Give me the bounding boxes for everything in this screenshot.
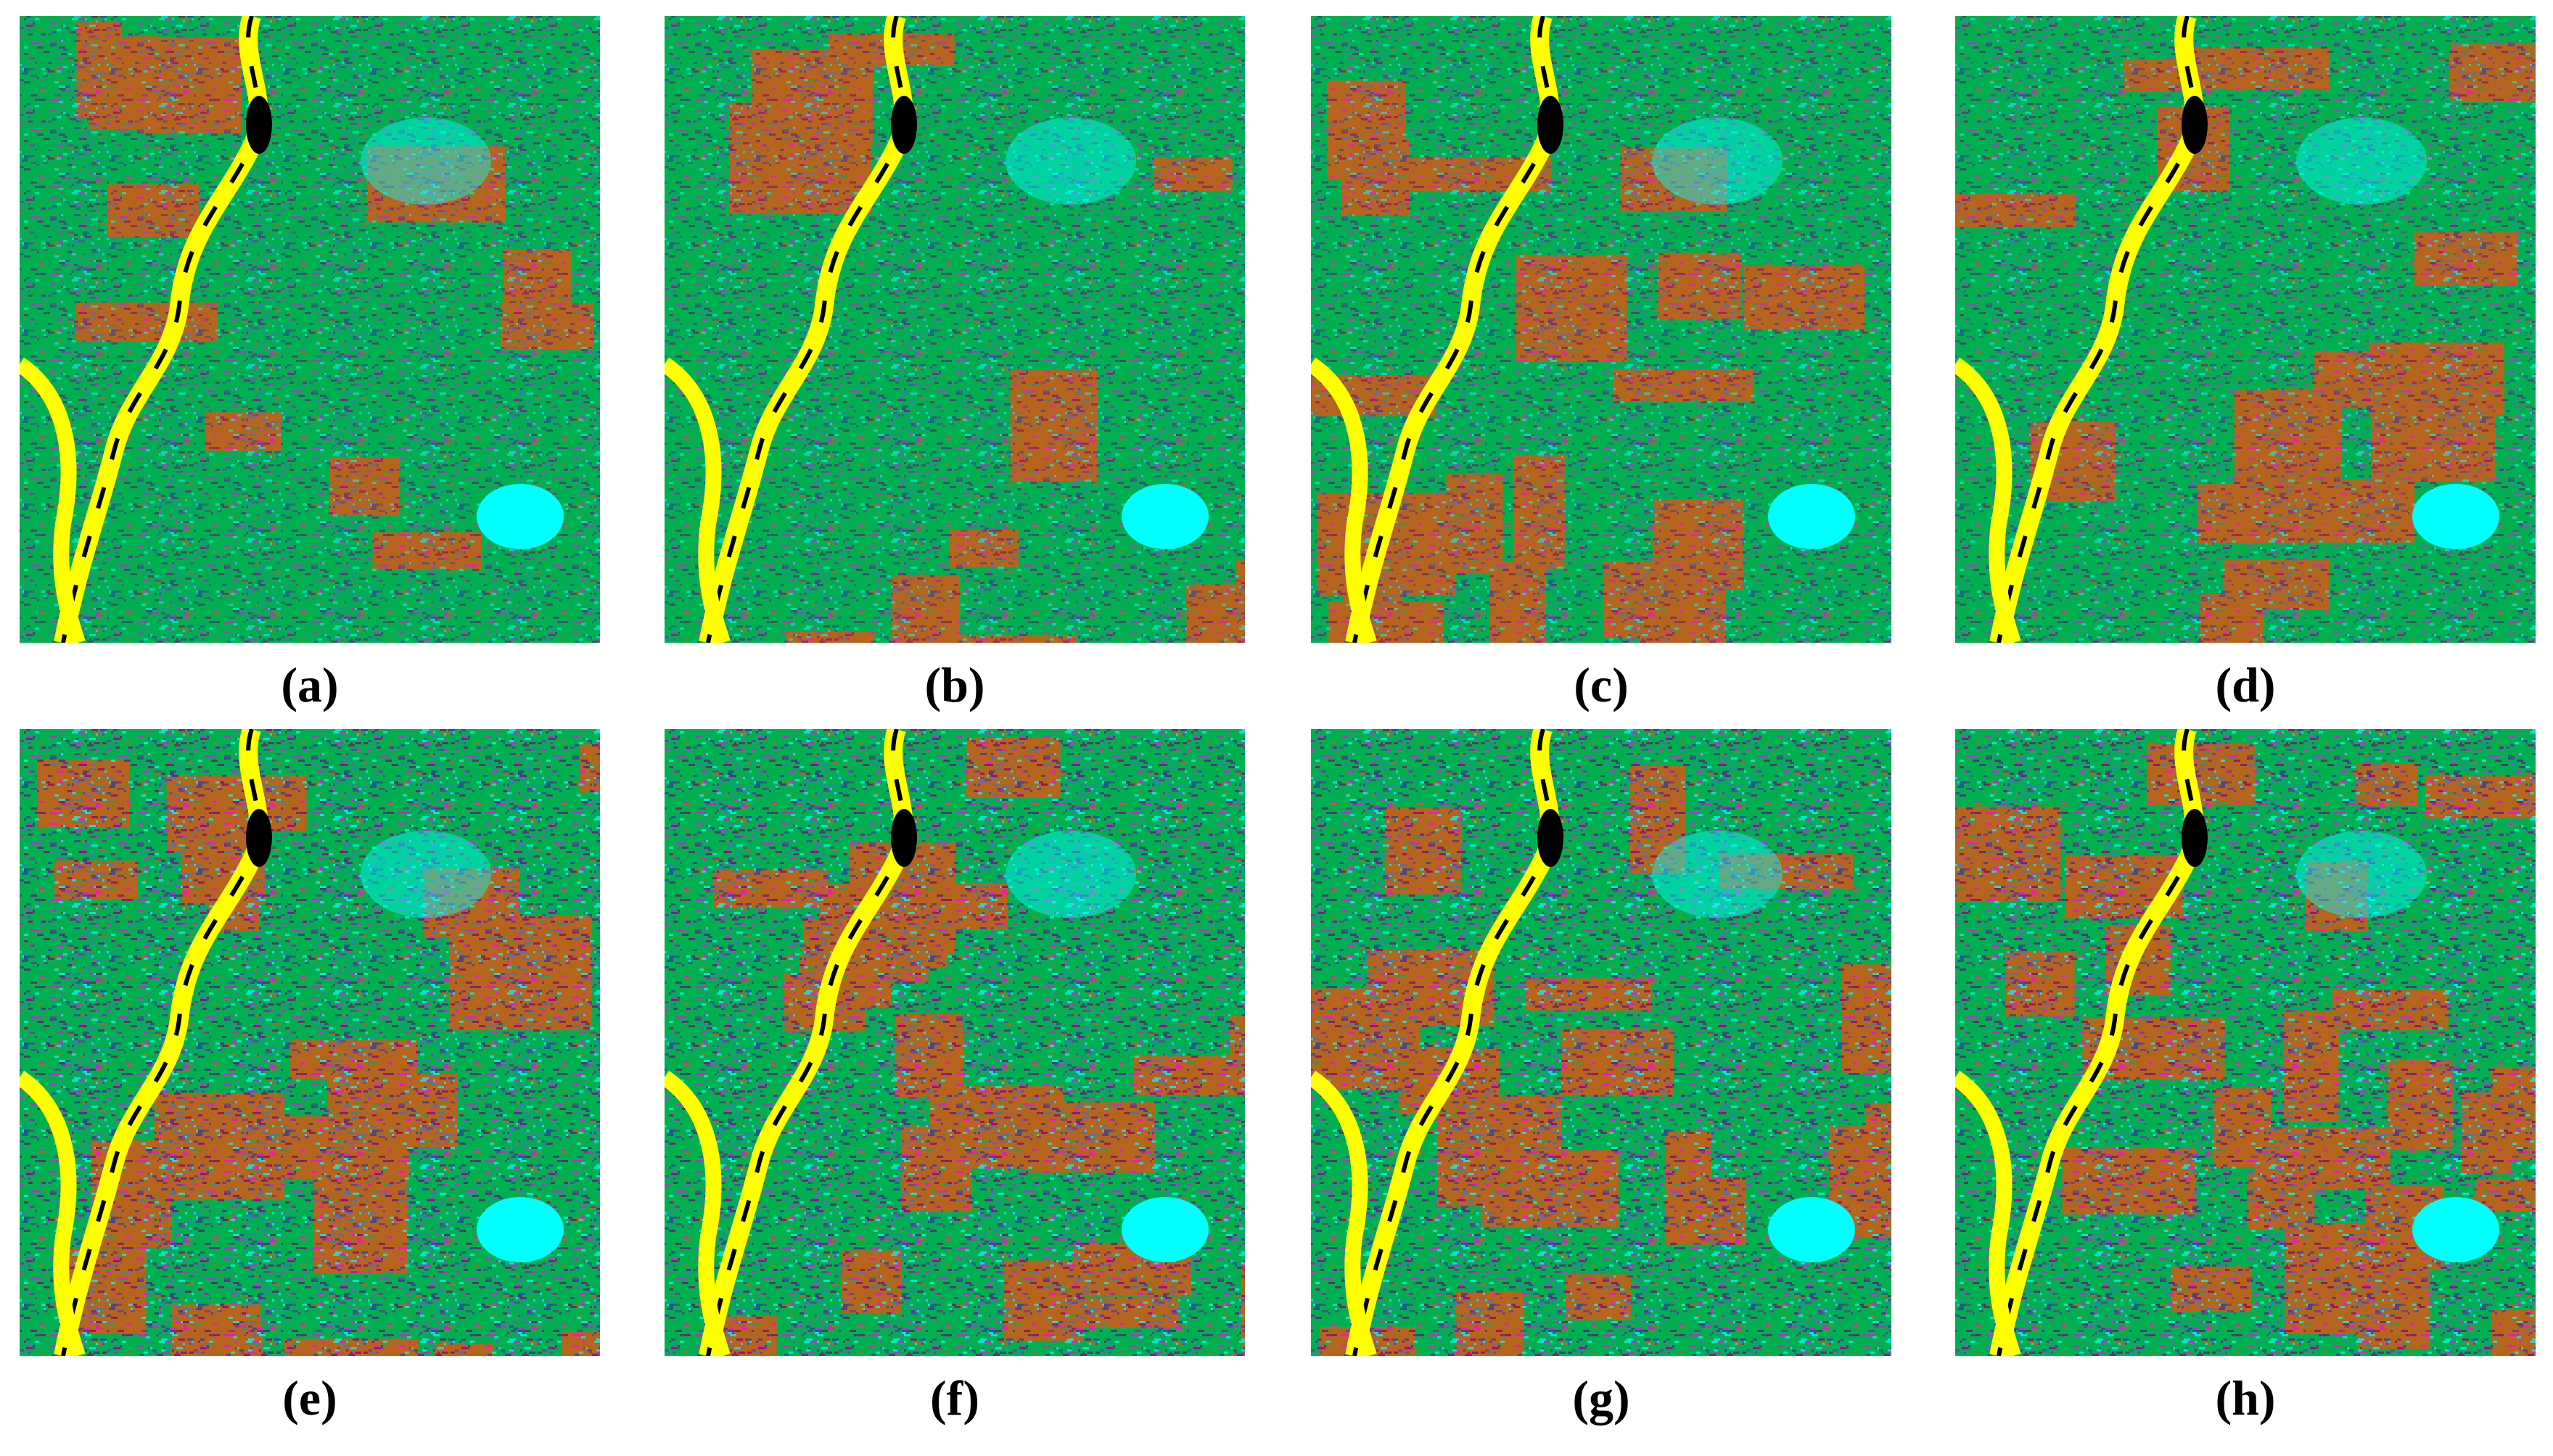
panel: (d) xyxy=(1955,16,2536,714)
panel-label: (f) xyxy=(930,1370,979,1426)
lake xyxy=(2412,1197,2499,1262)
lake xyxy=(2412,484,2499,549)
river-west xyxy=(1955,357,2021,643)
water-body xyxy=(1537,809,1563,867)
river-west xyxy=(665,1070,731,1356)
noise-overlay xyxy=(20,16,600,643)
noise-overlay xyxy=(665,729,1245,1356)
panel-label: (g) xyxy=(1572,1370,1630,1426)
panel-label: (e) xyxy=(282,1370,337,1426)
river-core xyxy=(1997,16,2197,643)
panel-label: (c) xyxy=(1574,657,1629,712)
river-core xyxy=(1997,729,2197,1356)
panel: (f) xyxy=(665,729,1245,1427)
river-core xyxy=(1352,729,1553,1356)
cyan-zone xyxy=(1652,118,1783,205)
panel: (h) xyxy=(1955,729,2536,1427)
panel: (b) xyxy=(665,16,1245,714)
noise-overlay xyxy=(1955,729,2536,1356)
river-core xyxy=(706,16,906,643)
classification-map xyxy=(1955,729,2536,1356)
water-body xyxy=(246,809,272,867)
panel: (a) xyxy=(20,16,600,714)
river-west xyxy=(20,1070,86,1356)
cyan-zone xyxy=(2296,118,2427,205)
lake xyxy=(477,1197,564,1262)
water-body xyxy=(891,809,917,867)
noise-overlay xyxy=(1311,16,1891,643)
classification-map xyxy=(20,729,600,1356)
river-core xyxy=(706,729,906,1356)
noise-overlay xyxy=(665,16,1245,643)
river-west xyxy=(1311,1070,1377,1356)
panel-label: (a) xyxy=(281,657,339,712)
river-core xyxy=(61,16,261,643)
panel-label: (h) xyxy=(2215,1370,2276,1426)
river-west xyxy=(20,357,86,643)
panel-label: (d) xyxy=(2215,657,2276,712)
water-body xyxy=(246,96,272,154)
lake xyxy=(477,484,564,549)
classification-map xyxy=(1311,729,1891,1356)
cyan-zone xyxy=(361,118,491,205)
panel-label: (b) xyxy=(924,657,985,712)
panel: (g) xyxy=(1311,729,1891,1427)
lake xyxy=(1768,484,1855,549)
noise-overlay xyxy=(20,729,600,1356)
lake xyxy=(1122,484,1209,549)
cyan-zone xyxy=(1652,831,1783,918)
water-body xyxy=(891,96,917,154)
classification-map xyxy=(20,16,600,643)
classification-map xyxy=(665,16,1245,643)
cyan-zone xyxy=(2296,831,2427,918)
river-west xyxy=(665,357,731,643)
river-core xyxy=(1352,16,1553,643)
water-body xyxy=(2182,809,2208,867)
noise-overlay xyxy=(1311,729,1891,1356)
lake xyxy=(1768,1197,1855,1262)
classification-map xyxy=(1955,16,2536,643)
panel: (c) xyxy=(1311,16,1891,714)
panel: (e) xyxy=(20,729,600,1427)
water-body xyxy=(1537,96,1563,154)
river-core xyxy=(61,729,261,1356)
cyan-zone xyxy=(361,831,491,918)
classification-map xyxy=(665,729,1245,1356)
noise-overlay xyxy=(1955,16,2536,643)
water-body xyxy=(2182,96,2208,154)
lake xyxy=(1122,1197,1209,1262)
classification-map xyxy=(1311,16,1891,643)
river-west xyxy=(1311,357,1377,643)
cyan-zone xyxy=(1006,118,1136,205)
cyan-zone xyxy=(1006,831,1136,918)
river-west xyxy=(1955,1070,2021,1356)
